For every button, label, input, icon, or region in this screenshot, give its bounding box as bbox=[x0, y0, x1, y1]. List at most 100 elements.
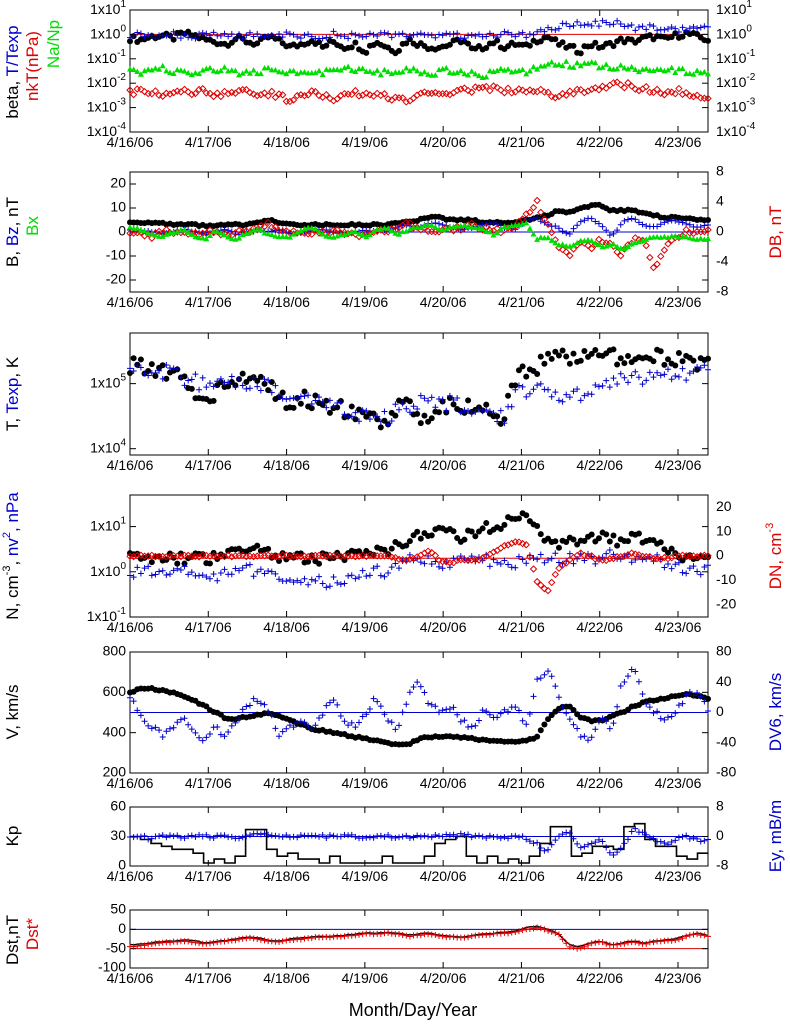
data-point bbox=[621, 360, 628, 367]
data-point bbox=[683, 832, 690, 839]
data-point bbox=[621, 374, 628, 381]
data-point bbox=[705, 70, 711, 77]
data-point bbox=[526, 838, 533, 845]
data-point bbox=[319, 71, 326, 78]
y-axis-label: Kp bbox=[3, 826, 22, 847]
data-point bbox=[609, 79, 618, 87]
x-tick-label: 4/16/06 bbox=[107, 970, 154, 986]
data-point bbox=[203, 703, 210, 710]
data-point bbox=[461, 536, 468, 543]
data-point bbox=[214, 378, 221, 385]
data-point bbox=[515, 30, 522, 37]
data-point bbox=[221, 64, 228, 70]
data-point bbox=[188, 385, 195, 392]
data-point bbox=[254, 377, 261, 384]
data-point bbox=[468, 553, 475, 560]
data-point bbox=[351, 86, 360, 95]
data-point bbox=[672, 69, 679, 75]
data-point bbox=[316, 39, 323, 46]
data-point bbox=[294, 229, 301, 235]
data-point bbox=[399, 833, 406, 840]
data-point bbox=[468, 68, 475, 74]
data-point bbox=[675, 29, 682, 36]
data-point bbox=[221, 566, 228, 573]
data-point bbox=[449, 227, 458, 235]
data-point bbox=[504, 541, 512, 549]
data-point bbox=[152, 833, 159, 840]
data-point bbox=[588, 940, 595, 947]
x-tick-label: 4/23/06 bbox=[655, 619, 702, 635]
data-point bbox=[271, 93, 280, 102]
data-point bbox=[359, 231, 366, 238]
data-point bbox=[206, 89, 214, 98]
data-point bbox=[275, 552, 283, 561]
data-point bbox=[417, 89, 425, 97]
data-point bbox=[628, 559, 635, 566]
data-point bbox=[679, 935, 686, 942]
data-point bbox=[137, 364, 144, 371]
data-point bbox=[130, 32, 137, 39]
data-point bbox=[381, 408, 388, 415]
data-point bbox=[489, 548, 498, 556]
data-point bbox=[195, 553, 203, 561]
data-point bbox=[174, 32, 181, 39]
data-point bbox=[606, 538, 613, 545]
data-point bbox=[388, 70, 395, 77]
data-point bbox=[446, 41, 453, 48]
data-point bbox=[334, 701, 341, 708]
data-point bbox=[671, 90, 679, 98]
data-point bbox=[305, 722, 312, 729]
y-tick-label-right: -10 bbox=[716, 571, 736, 587]
data-point bbox=[319, 712, 326, 719]
data-point bbox=[254, 30, 261, 37]
data-point bbox=[545, 556, 552, 563]
data-point bbox=[461, 35, 468, 42]
data-point bbox=[668, 545, 675, 552]
data-point bbox=[558, 89, 567, 98]
data-point bbox=[574, 840, 581, 847]
data-point bbox=[152, 373, 159, 380]
data-point bbox=[635, 23, 642, 30]
y-tick-label-right: -20 bbox=[716, 596, 736, 612]
data-point bbox=[250, 374, 257, 381]
data-point bbox=[465, 40, 472, 47]
data-point bbox=[286, 552, 294, 561]
data-point bbox=[705, 217, 711, 224]
data-point bbox=[679, 65, 686, 72]
data-point bbox=[588, 391, 595, 398]
data-point bbox=[486, 220, 493, 227]
data-point bbox=[417, 392, 424, 399]
data-point bbox=[409, 224, 418, 232]
data-point bbox=[497, 420, 504, 427]
data-point bbox=[356, 574, 363, 581]
data-point bbox=[276, 392, 283, 399]
data-point bbox=[439, 32, 446, 39]
data-point bbox=[156, 832, 163, 839]
data-point bbox=[294, 719, 301, 726]
data-point bbox=[454, 711, 461, 718]
data-point bbox=[431, 551, 440, 560]
y-tick-label: 1x10-1 bbox=[87, 47, 127, 65]
data-point bbox=[697, 24, 704, 31]
data-point bbox=[570, 350, 577, 357]
data-point bbox=[694, 67, 701, 73]
data-point bbox=[261, 830, 268, 837]
data-point bbox=[497, 407, 504, 414]
data-point bbox=[660, 553, 669, 562]
data-point bbox=[326, 699, 333, 706]
data-point bbox=[621, 940, 628, 947]
data-point bbox=[588, 22, 595, 29]
x-tick-label: 4/23/06 bbox=[655, 134, 702, 150]
kp-step-line bbox=[130, 822, 708, 864]
data-point bbox=[192, 35, 199, 42]
data-point bbox=[704, 552, 712, 560]
data-point bbox=[323, 42, 330, 49]
data-point bbox=[243, 32, 250, 39]
data-point bbox=[199, 234, 206, 241]
data-point bbox=[156, 727, 163, 734]
data-point bbox=[497, 65, 504, 72]
data-point bbox=[577, 844, 584, 851]
data-point bbox=[384, 228, 392, 236]
data-point bbox=[188, 726, 195, 733]
data-point bbox=[145, 722, 152, 729]
